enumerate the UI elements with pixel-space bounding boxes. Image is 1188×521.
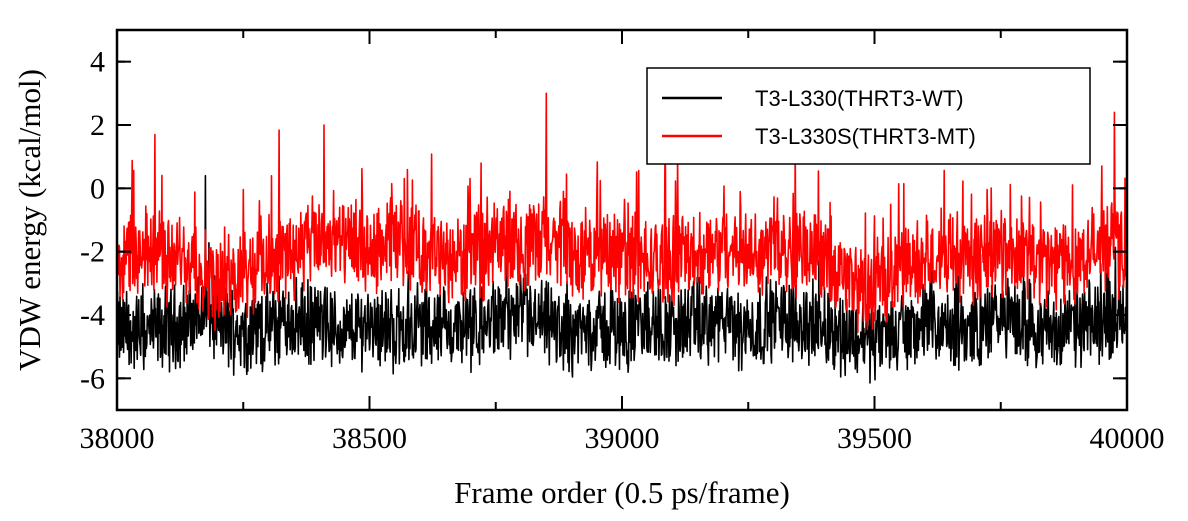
tick-label-layer: 38000 38500 39000 39500 40000 -6 -4 -2 0 2 4: [80, 46, 1165, 455]
x-tick-label: 40000: [1090, 422, 1165, 455]
series-line-mt: [117, 92, 1127, 334]
y-axis-title: VDW energy (kcal/mol): [12, 69, 47, 371]
tick-layer: [116, 30, 1128, 410]
legend-label-wt: T3-L330(THRT3-WT): [755, 86, 964, 111]
y-tick-label: -2: [80, 236, 105, 269]
plot-area: [117, 92, 1127, 384]
x-tick-label: 38000: [80, 422, 155, 455]
x-axis-title: Frame order (0.5 ps/frame): [454, 475, 790, 510]
legend: T3-L330(THRT3-WT) T3-L330S(THRT3-MT): [646, 67, 1091, 165]
x-tick-label: 39500: [837, 422, 912, 455]
y-tick-label: -6: [80, 362, 105, 395]
x-tick-label: 39000: [585, 422, 660, 455]
legend-label-mt: T3-L330S(THRT3-MT): [755, 124, 976, 149]
y-tick-label: 0: [90, 172, 105, 205]
x-tick-label: 38500: [332, 422, 407, 455]
series-line-wt: [117, 174, 1127, 384]
y-tick-label: 2: [90, 109, 105, 142]
y-tick-label: 4: [90, 46, 105, 79]
legend-box: [646, 67, 1091, 165]
series-layer: [117, 92, 1127, 384]
y-tick-label: -4: [80, 299, 105, 332]
